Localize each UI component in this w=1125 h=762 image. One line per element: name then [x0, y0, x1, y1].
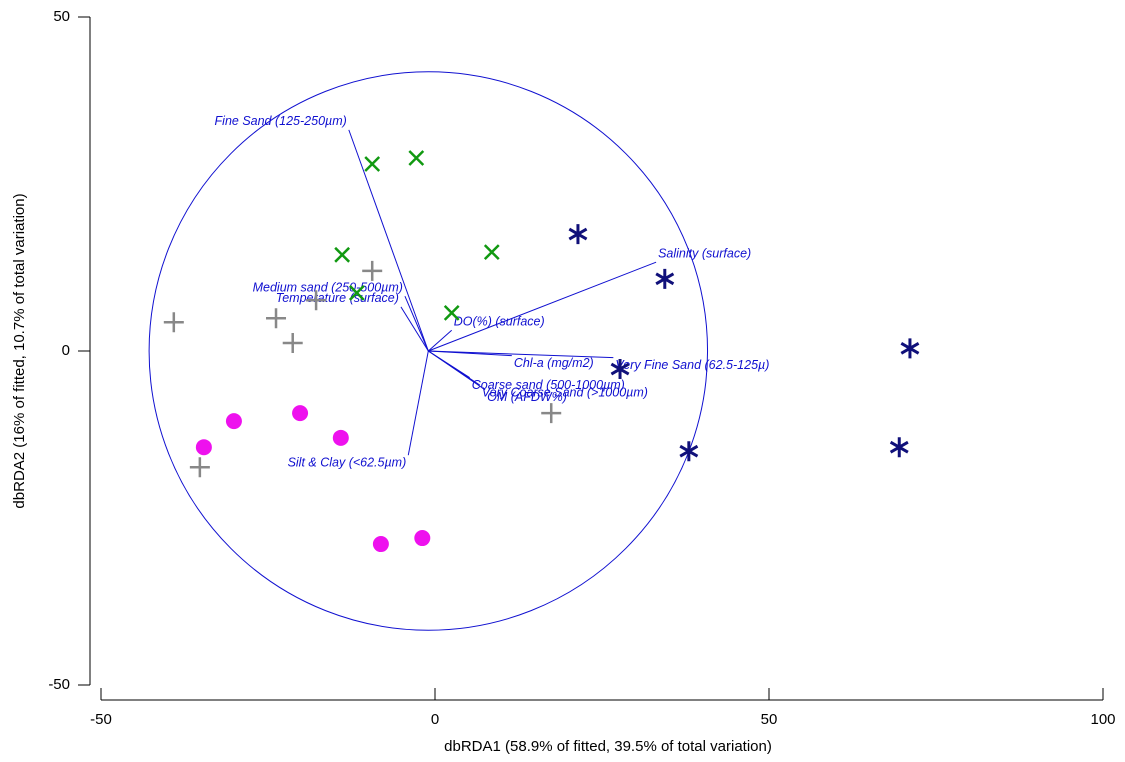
point — [195, 439, 212, 456]
point — [408, 150, 425, 166]
vector — [348, 129, 429, 352]
point — [414, 530, 431, 547]
point — [334, 246, 351, 263]
point — [541, 403, 562, 424]
point — [362, 260, 383, 281]
series — [195, 405, 431, 553]
vector — [404, 296, 429, 352]
vector — [407, 350, 429, 456]
point — [189, 457, 210, 478]
vector-label: DO(%) (surface) — [454, 315, 545, 329]
vector — [428, 350, 614, 359]
y-tick-label: 0 — [62, 342, 70, 359]
vector-label: Salinity (surface) — [658, 246, 751, 260]
vector-label: Coarse sand (500-1000µm) — [472, 378, 625, 392]
vector-label: Chl-a (mg/m2) — [514, 356, 594, 370]
x-tick-label: -50 — [90, 711, 112, 728]
point — [306, 290, 327, 311]
correlation-circle — [148, 71, 709, 631]
vector-label: Temperature (surface) — [276, 291, 399, 305]
point — [348, 285, 365, 301]
vector-label: Silt & Clay (<62.5µm) — [288, 456, 407, 470]
series — [334, 150, 500, 321]
point — [889, 437, 909, 458]
point — [364, 156, 381, 172]
vector — [427, 329, 453, 352]
vector-label: Medium sand (250-500µm) — [253, 281, 403, 295]
series — [163, 260, 562, 478]
vector — [428, 350, 486, 391]
vector-label: OM (AFDW%) — [487, 390, 567, 404]
point — [483, 244, 500, 261]
vector-label: Fine Sand (125-250µm) — [215, 114, 347, 128]
series — [568, 224, 920, 462]
point — [282, 332, 303, 353]
x-tick-label: 100 — [1090, 711, 1115, 728]
point — [655, 268, 675, 289]
vector — [400, 306, 429, 352]
point — [163, 312, 184, 333]
point — [568, 224, 588, 245]
point — [225, 413, 242, 430]
vector — [428, 261, 657, 352]
point — [266, 308, 287, 329]
x-axis-title: dbRDA1 (58.9% of fitted, 39.5% of total … — [444, 738, 772, 755]
point — [372, 536, 389, 553]
x-tick-label: 50 — [761, 711, 778, 728]
y-axis-title: dbRDA2 (16% of fitted, 10.7% of total va… — [11, 193, 28, 508]
point — [679, 441, 699, 462]
point — [292, 405, 309, 422]
vector-label: Very Fine Sand (62.5-125µ) — [615, 358, 769, 372]
y-tick-label: 50 — [53, 8, 70, 25]
point — [900, 338, 920, 359]
x-tick-label: 0 — [431, 711, 439, 728]
vector-label: Very Coarse Sand (>1000µm) — [482, 385, 648, 399]
point — [610, 359, 630, 380]
y-tick-label: -50 — [48, 676, 70, 693]
point — [443, 305, 460, 321]
point — [332, 429, 349, 446]
